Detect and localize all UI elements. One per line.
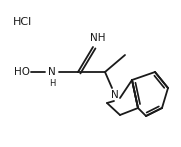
Text: N: N [111, 90, 119, 100]
Text: HO: HO [14, 67, 30, 77]
Text: N: N [48, 67, 56, 77]
Text: HCl: HCl [12, 17, 32, 27]
Text: H: H [49, 78, 55, 87]
Text: NH: NH [90, 33, 106, 43]
